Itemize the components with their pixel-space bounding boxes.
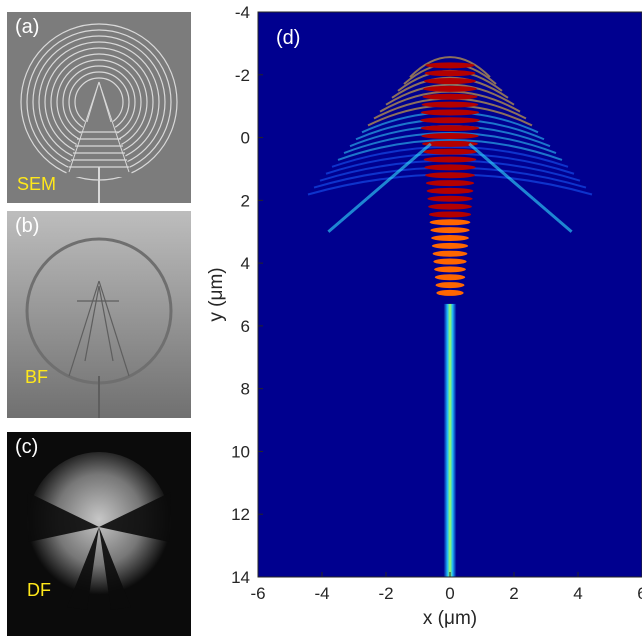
side-lobe <box>353 197 368 211</box>
focal-fringe <box>422 148 478 155</box>
panel-label-b: (b) <box>15 215 40 237</box>
focal-fringe <box>423 85 477 92</box>
sem-image <box>20 23 178 203</box>
focal-fringe <box>426 187 474 194</box>
focal-fringe <box>425 180 475 187</box>
field-intensity <box>307 56 593 577</box>
y-axis-label: y (μm) <box>208 267 227 321</box>
focal-fringe <box>434 266 466 273</box>
side-lobe <box>391 164 407 178</box>
focal-fringe <box>424 70 476 77</box>
x-tick-label: 0 <box>445 584 454 603</box>
focal-fringe <box>428 203 472 210</box>
y-tick-label: -4 <box>235 3 250 22</box>
focal-fringe <box>430 227 470 234</box>
side-lobe <box>532 197 547 211</box>
diffraction-arc <box>391 76 509 99</box>
x-tick-label: 4 <box>573 584 582 603</box>
side-lobe <box>519 186 535 200</box>
diffraction-arc <box>337 138 563 161</box>
side-lobe <box>545 208 560 222</box>
field-map-panel: -6 -4 -2 0 2 4 6 -4 -2 0 2 4 6 8 10 12 14 x (μm) y (μm)… <box>208 0 642 636</box>
y-tick-label: 12 <box>231 505 250 524</box>
focal-fringe <box>427 195 473 202</box>
df-image <box>27 452 171 610</box>
side-lobe <box>493 164 509 178</box>
focal-fringe <box>431 242 469 249</box>
focal-fringe <box>424 164 476 171</box>
y-tick-label: 10 <box>231 442 250 461</box>
focal-fringe <box>435 282 465 289</box>
panel-label-a: (a) <box>15 16 40 38</box>
side-lobe <box>404 153 419 167</box>
focal-fringe <box>432 250 468 257</box>
side-lobe <box>506 175 522 189</box>
x-tick-label: -6 <box>250 584 265 603</box>
side-lobe <box>340 208 355 222</box>
focal-fringe <box>422 93 478 100</box>
side-lobe <box>468 142 483 156</box>
side-lobe <box>557 219 573 233</box>
focal-fringe <box>433 258 467 265</box>
df-label: DF <box>27 580 51 600</box>
y-tick-label: -2 <box>235 66 250 85</box>
focal-fringe <box>420 125 480 132</box>
bf-image <box>7 211 191 418</box>
df-image-panel: (c) DF <box>7 432 191 636</box>
y-tick-label: 8 <box>241 380 250 399</box>
side-lobe <box>417 142 432 156</box>
diffraction-arc <box>409 56 491 78</box>
focal-fringe <box>423 78 477 85</box>
y-tick-label: 4 <box>241 254 250 273</box>
side-lobe <box>481 153 496 167</box>
guided-beam <box>443 303 457 577</box>
focal-fringe <box>428 211 472 218</box>
sem-image-panel: (a) SEM <box>7 12 191 203</box>
field-map-chart: -6 -4 -2 0 2 4 6 -4 -2 0 2 4 6 8 10 12 14 x (μm) y (μm)… <box>208 3 642 629</box>
side-lobe <box>365 186 381 200</box>
y-tick-label: 2 <box>241 191 250 210</box>
focal-fringe <box>434 274 466 281</box>
focal-fringe <box>420 109 480 116</box>
x-axis-label: x (μm) <box>423 608 477 629</box>
focal-fringe <box>421 101 479 108</box>
focal-fringe <box>422 140 478 147</box>
diffraction-arc <box>331 145 569 168</box>
y-tick-label: 14 <box>231 568 250 587</box>
focal-fringe <box>420 117 480 124</box>
diffraction-arc <box>385 83 515 106</box>
sem-label: SEM <box>17 174 57 194</box>
side-lobe <box>378 175 394 189</box>
x-tick-label: 6 <box>637 584 642 603</box>
side-lobe <box>327 219 343 233</box>
focal-fringe <box>429 219 471 226</box>
y-tick-label: 0 <box>241 129 250 148</box>
focal-fringe <box>431 235 469 241</box>
focal-fringe <box>436 289 464 296</box>
y-axis: -4 -2 0 2 4 6 8 10 12 14 <box>231 3 263 587</box>
x-axis: -6 -4 -2 0 2 4 6 <box>250 572 642 603</box>
panel-label-d: (d) <box>276 27 300 49</box>
x-tick-label: -4 <box>314 584 329 603</box>
x-tick-label: -2 <box>378 584 393 603</box>
x-tick-label: 2 <box>509 584 518 603</box>
focal-fringe <box>425 62 475 69</box>
y-tick-label: 6 <box>241 317 250 336</box>
bf-label: BF <box>25 367 49 387</box>
bf-image-panel: (b) BF <box>7 211 191 418</box>
focal-fringe <box>421 132 479 139</box>
panel-label-c: (c) <box>15 436 39 458</box>
focal-fringe <box>425 172 475 179</box>
focal-fringe <box>423 156 477 163</box>
